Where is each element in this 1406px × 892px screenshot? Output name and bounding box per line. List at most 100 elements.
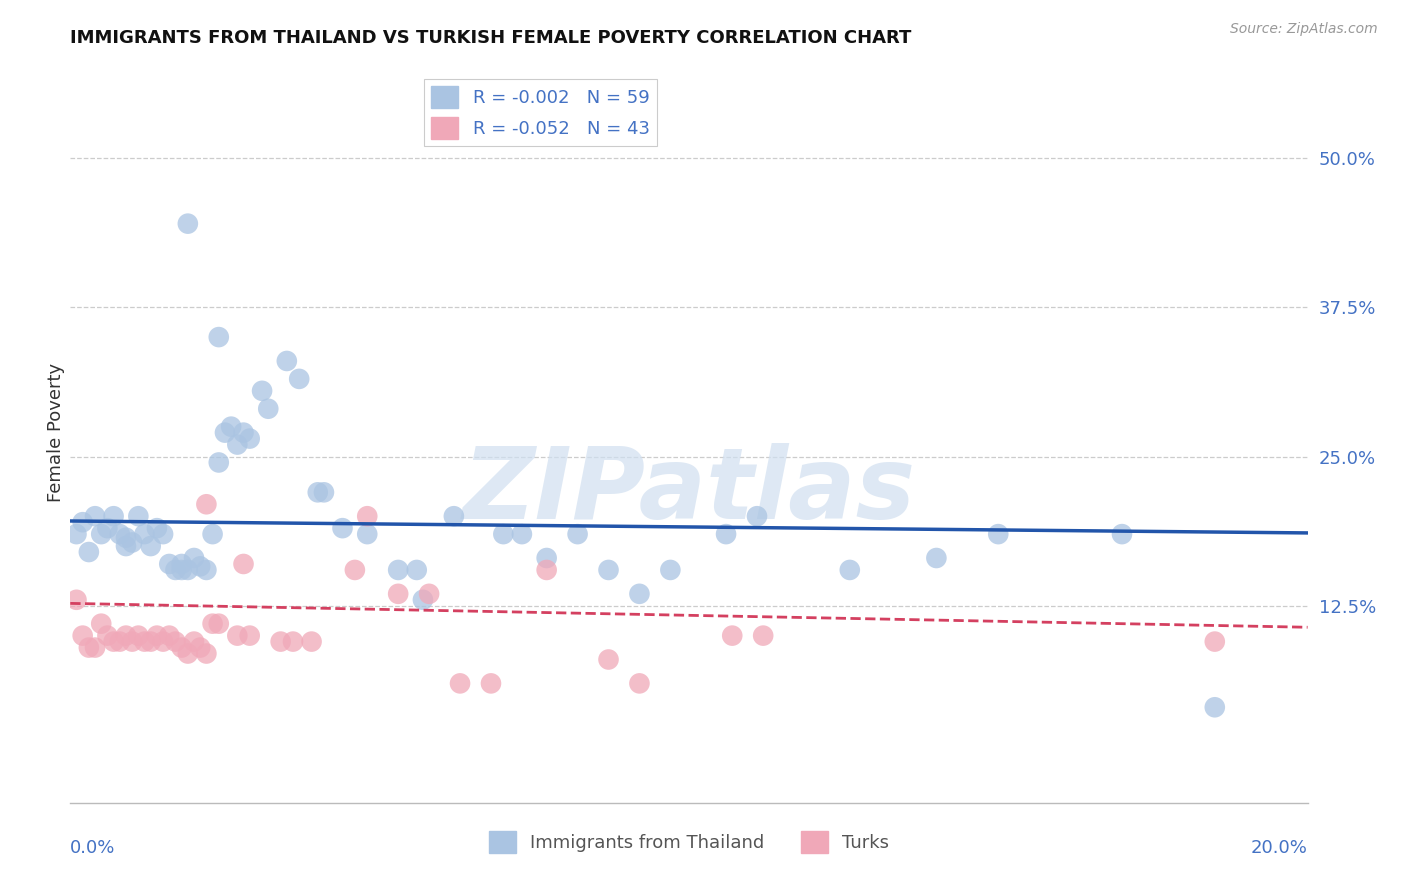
Point [714,527,737,541]
Point [219,419,242,434]
Point [239,432,262,446]
Point [90,527,112,541]
Point [270,634,292,648]
Point [152,634,174,648]
Point [250,384,273,398]
Point [72,629,94,643]
Point [257,401,280,416]
Point [90,616,112,631]
Point [443,509,465,524]
Point [343,563,366,577]
Point [96,521,118,535]
Point [214,425,236,440]
Point [307,485,329,500]
Point [332,521,354,535]
Point [510,527,533,541]
Point [170,563,193,577]
Point [195,497,218,511]
Point [96,629,118,643]
Point [752,629,775,643]
Point [139,539,162,553]
Point [387,563,409,577]
Point [146,629,169,643]
Point [1111,527,1133,541]
Point [108,527,131,541]
Point [201,527,224,541]
Text: Source: ZipAtlas.com: Source: ZipAtlas.com [1230,22,1378,37]
Point [177,217,200,231]
Point [536,551,558,566]
Point [115,531,138,545]
Point [170,640,193,655]
Point [77,545,100,559]
Point [598,563,620,577]
Point [745,509,768,524]
Point [195,647,218,661]
Y-axis label: Female Poverty: Female Poverty [48,363,66,502]
Point [288,372,311,386]
Point [108,634,131,648]
Point [232,557,254,571]
Point [103,634,125,648]
Point [208,330,231,344]
Point [84,640,107,655]
Point [239,629,262,643]
Point [165,634,187,648]
Point [188,559,211,574]
Point [139,634,162,648]
Point [567,527,589,541]
Point [165,563,187,577]
Text: IMMIGRANTS FROM THAILAND VS TURKISH FEMALE POVERTY CORRELATION CHART: IMMIGRANTS FROM THAILAND VS TURKISH FEMA… [70,29,911,47]
Point [987,527,1010,541]
Point [157,557,180,571]
Point [115,629,138,643]
Point [208,616,231,631]
Point [134,634,156,648]
Point [103,509,125,524]
Point [449,676,471,690]
Point [628,676,651,690]
Point [356,527,378,541]
Point [127,629,149,643]
Point [201,616,224,631]
Point [152,527,174,541]
Point [232,425,254,440]
Point [226,629,249,643]
Point [276,354,298,368]
Point [115,539,138,553]
Point [479,676,502,690]
Point [492,527,515,541]
Point [65,592,87,607]
Point [1204,634,1226,648]
Point [356,509,378,524]
Point [312,485,335,500]
Point [121,634,143,648]
Point [659,563,682,577]
Point [598,652,620,666]
Point [65,527,87,541]
Point [208,455,231,469]
Point [412,592,434,607]
Point [226,437,249,451]
Text: 20.0%: 20.0% [1251,838,1308,856]
Point [301,634,323,648]
Point [838,563,860,577]
Point [183,634,205,648]
Point [146,521,169,535]
Point [721,629,744,643]
Text: 0.0%: 0.0% [70,838,115,856]
Point [177,647,200,661]
Point [134,527,156,541]
Point [628,587,651,601]
Point [127,509,149,524]
Point [925,551,948,566]
Point [170,557,193,571]
Point [77,640,100,655]
Legend: Immigrants from Thailand, Turks: Immigrants from Thailand, Turks [481,824,897,861]
Point [121,535,143,549]
Point [195,563,218,577]
Point [157,629,180,643]
Point [536,563,558,577]
Point [183,551,205,566]
Point [1204,700,1226,714]
